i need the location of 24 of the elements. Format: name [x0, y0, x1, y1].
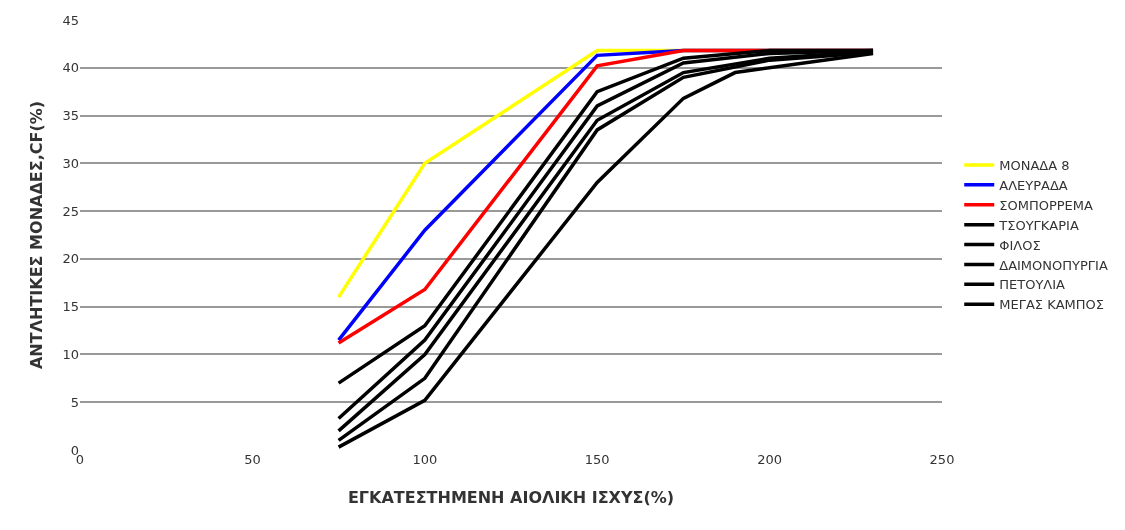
y-tick-label: 35 [62, 108, 79, 124]
legend-label: ΣΟΜΠΟΡΡΕΜΑ [999, 197, 1094, 213]
y-tick-label: 15 [62, 299, 79, 315]
y-axis-title: ΑΝΤΛΗΤΙΚΕΣ ΜΟΝΑΔΕΣ,CF(%) [27, 100, 47, 370]
x-tick-label: 100 [412, 452, 438, 467]
x-tick-label: 150 [584, 452, 610, 467]
y-tick-label: 10 [62, 346, 79, 362]
legend-label: ΑΛΕΥΡΑΔΑ [999, 177, 1068, 193]
legend-label: ΜΕΓΑΣ ΚΑΜΠΟΣ [999, 297, 1105, 313]
legend-label: ΠΕΤΟΥΛΙΑ [999, 277, 1066, 293]
y-tick-label: 20 [62, 251, 79, 267]
x-axis-title: ΕΓΚΑΤΕΣΤΗΜΕΝΗ ΑΙΟΛΙΚΗ ΙΣΧΥΣ(%) [347, 487, 675, 507]
y-tick-label: 40 [62, 60, 79, 76]
y-tick-label: 45 [62, 12, 79, 28]
y-tick-label: 5 [70, 394, 79, 410]
legend-label: ΔΑΙΜΟΝΟΠΥΡΓΙΑ [999, 257, 1108, 273]
legend-label: ΤΣΟΥΓΚΑΡΙΑ [998, 217, 1079, 233]
y-tick-label: 25 [62, 203, 79, 219]
x-tick-label: 200 [757, 452, 783, 467]
x-tick-label: 50 [244, 452, 261, 467]
legend-label: ΜΟΝΑΔΑ 8 [999, 158, 1070, 174]
x-tick-label: 250 [929, 452, 955, 467]
y-tick-label: 30 [62, 155, 79, 171]
legend-label: ΦΙΛΟΣ [999, 237, 1041, 253]
